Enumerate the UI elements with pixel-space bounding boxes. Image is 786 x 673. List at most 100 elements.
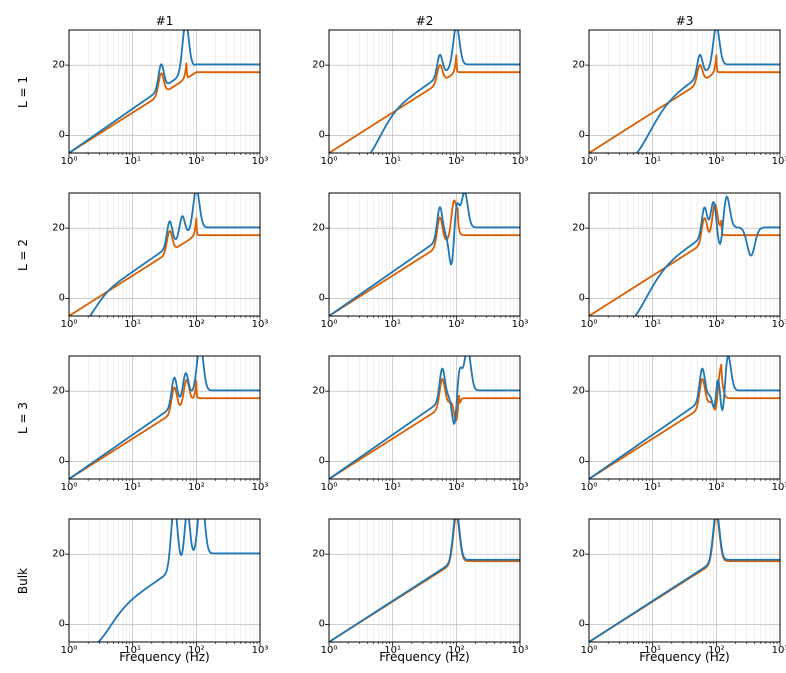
panel-svg [69, 30, 260, 153]
ytick-label: 0 [319, 293, 325, 304]
ytick-label: 20 [572, 223, 585, 234]
ytick-label: 0 [319, 619, 325, 630]
ytick-label: 0 [59, 456, 65, 467]
ytick-label: 20 [52, 386, 65, 397]
ytick-label: 20 [312, 386, 325, 397]
xtick-label: 10⁰ [61, 319, 78, 330]
series-blue [329, 26, 520, 163]
panel-r2-c0: 10⁰10¹10²10³020L = 3 [69, 356, 260, 479]
ytick-label: 20 [312, 223, 325, 234]
column-title: #3 [676, 14, 694, 28]
panel-svg [329, 30, 520, 153]
xtick-label: 10⁰ [581, 482, 598, 493]
xtick-label: 10² [708, 156, 725, 167]
xtick-label: 10³ [772, 482, 786, 493]
xtick-label: 10¹ [384, 319, 401, 330]
panel-r1-c1: 10⁰10¹10²10³020 [329, 193, 520, 316]
ytick-label: 0 [579, 130, 585, 141]
xtick-label: 10² [708, 319, 725, 330]
xtick-label: 10² [708, 482, 725, 493]
xtick-label: 10⁰ [321, 482, 338, 493]
column-title: #2 [416, 14, 434, 28]
xtick-label: 10⁰ [321, 156, 338, 167]
panel-svg [589, 519, 780, 642]
x-axis-label: Frequency (Hz) [639, 650, 730, 664]
xtick-label: 10³ [772, 319, 786, 330]
panel-svg [329, 193, 520, 316]
xtick-label: 10¹ [384, 482, 401, 493]
series-blue [589, 197, 780, 327]
xtick-label: 10⁰ [581, 156, 598, 167]
series-blue [69, 494, 260, 649]
xtick-label: 10² [188, 156, 205, 167]
panel-r3-c0: 10⁰10¹10²10³020Bulk [69, 519, 260, 642]
xtick-label: 10² [448, 319, 465, 330]
ytick-label: 20 [572, 386, 585, 397]
panel-r3-c1: 10⁰10¹10²10³020 [329, 519, 520, 642]
panel-r0-c2: 10⁰10¹10²10³020#3 [589, 30, 780, 153]
series-blue [69, 345, 260, 479]
series-blue [589, 511, 780, 642]
ytick-label: 0 [319, 456, 325, 467]
row-ylabel: L = 3 [16, 401, 30, 433]
xtick-label: 10³ [772, 645, 786, 656]
series-blue [329, 511, 520, 642]
series-orange [69, 380, 260, 479]
xtick-label: 10³ [252, 482, 269, 493]
x-axis-label: Frequency (Hz) [379, 650, 470, 664]
ytick-label: 20 [52, 60, 65, 71]
series-blue [589, 26, 780, 162]
ytick-label: 20 [52, 549, 65, 560]
ytick-label: 0 [579, 619, 585, 630]
series-orange [329, 379, 520, 479]
figure-root: 10⁰10¹10²10³020L = 1#1 10⁰10¹10²10³020#2… [0, 0, 786, 673]
ytick-label: 20 [572, 549, 585, 560]
xtick-label: 10³ [512, 156, 529, 167]
row-ylabel: L = 2 [16, 238, 30, 270]
series-orange [329, 55, 520, 153]
xtick-label: 10² [188, 482, 205, 493]
series-blue [69, 189, 260, 327]
row-ylabel: L = 1 [16, 75, 30, 107]
xtick-label: 10⁰ [61, 156, 78, 167]
panel-svg [69, 519, 260, 642]
axes-frame [69, 519, 260, 642]
xtick-label: 10⁰ [321, 645, 338, 656]
panel-svg [589, 30, 780, 153]
xtick-label: 10³ [512, 482, 529, 493]
panel-svg [589, 356, 780, 479]
xtick-label: 10² [188, 319, 205, 330]
ytick-label: 0 [59, 293, 65, 304]
xtick-label: 10¹ [644, 319, 661, 330]
xtick-label: 10¹ [124, 319, 141, 330]
panel-svg [329, 519, 520, 642]
panel-svg [69, 193, 260, 316]
grid [69, 519, 260, 642]
panel-svg [329, 356, 520, 479]
series-orange [589, 364, 780, 479]
ytick-label: 0 [59, 619, 65, 630]
panel-r1-c2: 10⁰10¹10²10³020 [589, 193, 780, 316]
xtick-label: 10³ [252, 156, 269, 167]
xtick-label: 10² [448, 156, 465, 167]
panel-svg [589, 193, 780, 316]
xtick-label: 10¹ [124, 482, 141, 493]
xtick-label: 10³ [252, 319, 269, 330]
xtick-label: 10⁰ [61, 645, 78, 656]
panel-r2-c2: 10⁰10¹10²10³020 [589, 356, 780, 479]
xtick-label: 10¹ [384, 156, 401, 167]
xtick-label: 10¹ [124, 156, 141, 167]
panel-r3-c2: 10⁰10¹10²10³020 [589, 519, 780, 642]
panel-svg [69, 356, 260, 479]
xtick-label: 10⁰ [581, 645, 598, 656]
row-ylabel: Bulk [16, 567, 30, 593]
ytick-label: 0 [319, 130, 325, 141]
series-orange [589, 204, 780, 316]
xtick-label: 10³ [772, 156, 786, 167]
ytick-label: 20 [572, 60, 585, 71]
panel-r0-c0: 10⁰10¹10²10³020L = 1#1 [69, 30, 260, 153]
panel-r2-c1: 10⁰10¹10²10³020 [329, 356, 520, 479]
xtick-label: 10⁰ [61, 482, 78, 493]
series-blue [69, 23, 260, 153]
xtick-label: 10³ [252, 645, 269, 656]
